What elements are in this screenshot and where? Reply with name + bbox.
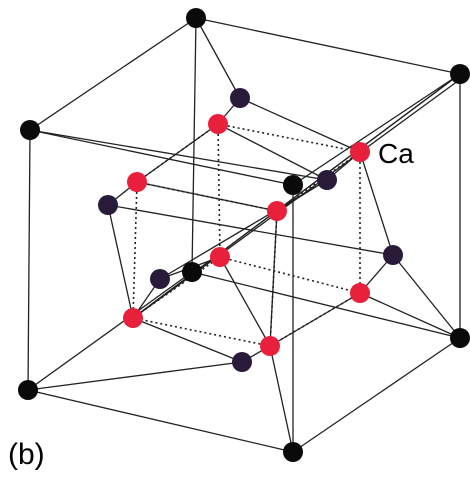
bond — [292, 337, 461, 453]
purple-atom — [98, 195, 118, 215]
bond — [292, 73, 461, 186]
ca-atom — [123, 308, 143, 328]
bond — [191, 271, 461, 339]
hidden-bond — [219, 256, 361, 294]
hidden-bond — [132, 317, 271, 347]
hidden-bond — [136, 123, 219, 183]
bond — [195, 17, 241, 99]
panel-label: (b) — [8, 438, 45, 471]
hidden-bond — [132, 181, 138, 319]
atom-label: Ca — [378, 138, 414, 169]
bond — [359, 151, 394, 256]
hidden-bond — [132, 256, 221, 319]
ca-atom — [127, 172, 147, 192]
corner-atom — [450, 64, 470, 84]
bond — [219, 256, 271, 347]
ca-atom — [350, 283, 370, 303]
ca-atom — [350, 142, 370, 162]
ca-atom — [208, 114, 228, 134]
corner-atom — [20, 120, 40, 140]
bond — [29, 129, 294, 186]
bond — [195, 17, 461, 75]
bond — [132, 73, 461, 319]
bond — [27, 389, 294, 453]
corner-atom — [283, 442, 303, 462]
bond — [191, 17, 197, 273]
corner-atom — [283, 175, 303, 195]
bond — [132, 317, 243, 363]
bond — [107, 204, 134, 319]
bonds — [27, 17, 463, 453]
corner-atom — [182, 262, 202, 282]
hidden-bond — [136, 181, 278, 212]
bond — [269, 345, 294, 453]
ca-atom — [267, 201, 287, 221]
purple-atom — [317, 170, 337, 190]
bond — [27, 361, 243, 391]
bond — [27, 129, 31, 391]
purple-atom — [150, 269, 170, 289]
body-diagonal — [127, 77, 463, 323]
purple-atom — [383, 245, 403, 265]
hidden-bond — [217, 123, 221, 258]
bond — [29, 17, 197, 131]
purple-atom — [232, 352, 252, 372]
ca-atom — [210, 247, 230, 267]
bond — [392, 254, 461, 339]
bond — [239, 97, 361, 153]
hidden-bond — [217, 123, 361, 153]
bond — [269, 292, 361, 347]
corner-atom — [450, 328, 470, 348]
corner-atom — [186, 8, 206, 28]
corner-atom — [18, 380, 38, 400]
bond — [217, 123, 328, 181]
ca-atom — [260, 336, 280, 356]
bond — [269, 210, 278, 347]
bond — [359, 292, 461, 339]
bond — [27, 271, 193, 391]
bond — [29, 129, 328, 181]
bond — [107, 204, 394, 256]
purple-atom — [230, 88, 250, 108]
atoms — [18, 8, 470, 462]
